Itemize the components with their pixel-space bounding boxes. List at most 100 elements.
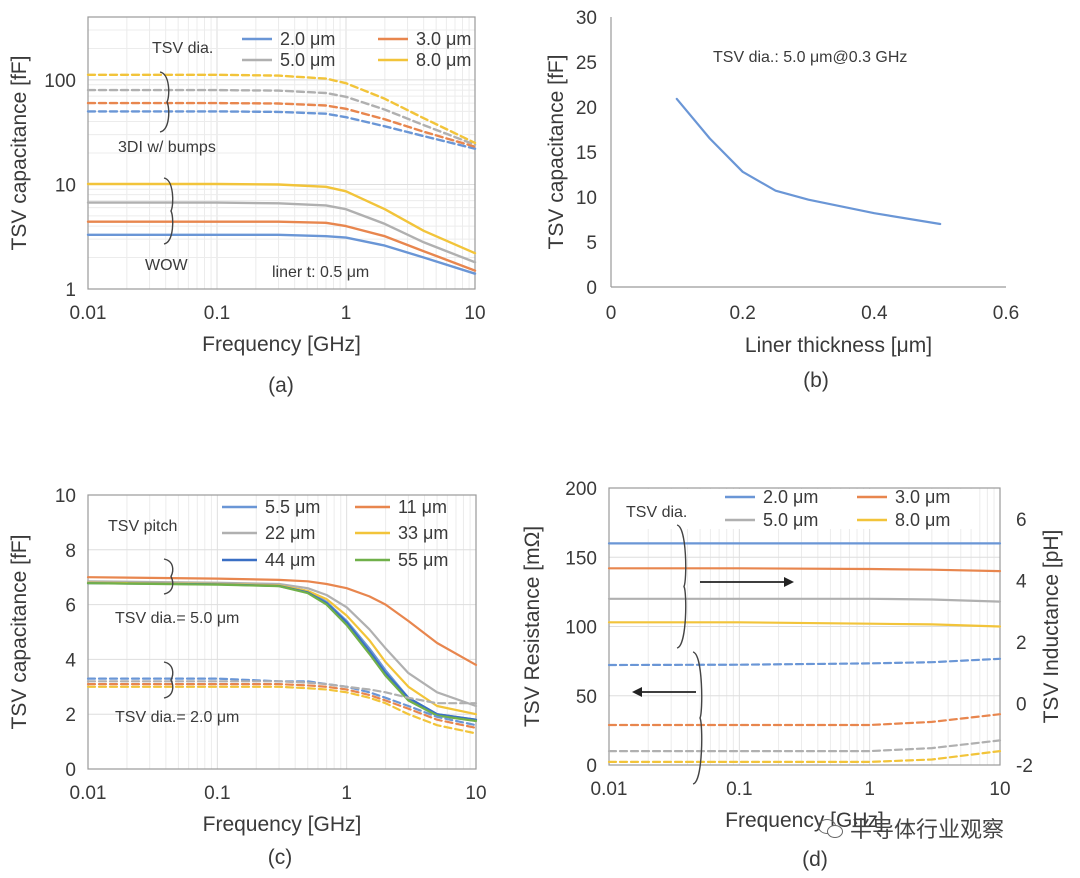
series-line-22-m-dia-2-0 [86,680,478,705]
series-line-22-m-dia-5-0 [86,580,478,708]
y-tick-label: 30 [576,8,597,29]
x-tick-label: 1 [341,303,352,324]
arrow-right-head [784,577,794,587]
x-tick-label: 10 [465,783,486,804]
annotation-bumps: 3DI w/ bumps [118,139,216,156]
y-axis-label: TSV capacitance [fF] [545,55,568,250]
y-tick-label: 0 [586,756,597,777]
x-tick-label: 1 [341,783,352,804]
legend-label: 2.0 μm [763,487,818,507]
watermark: 半导体行业观察 [818,812,1004,844]
y2-tick-label: 2 [1016,633,1027,654]
legend-label: 33 μm [398,523,448,543]
brace-wow [163,177,174,245]
series-line-tsv-dia-5-0-m [675,97,942,226]
series-line-11-m-dia-5-0 [86,576,478,667]
y-tick-label: 4 [65,650,76,671]
legend-label: 8.0 μm [895,510,950,530]
series-line-3-0-m-wow [86,220,477,272]
annotation-dia2: TSV dia.= 2.0 μm [115,709,239,726]
x-tick-label: 0.01 [591,779,628,800]
x-tick-label: 0.01 [70,783,107,804]
legend-label: 5.0 μm [763,510,818,530]
caption-a: (a) [268,374,294,397]
brace-dia5 [163,558,174,595]
y-tick-label: 0 [586,278,597,299]
legend-title: TSV pitch [108,518,177,535]
x-axis-label: Liner thickness [μm] [745,334,932,357]
series-line-3-0-m-3di-w-bumps [86,101,477,148]
x-tick-label: 0.2 [729,303,755,324]
y-tick-label: 200 [565,479,597,500]
x-tick-label: 0.1 [204,783,230,804]
series-line-55-m-dia-5-0 [86,582,478,723]
legend-label: 5.5 μm [265,497,320,517]
y-tick-label: 6 [65,596,76,617]
legend-label: 22 μm [265,523,315,543]
y-tick-label: 150 [565,548,597,569]
plot-frame [87,494,477,770]
y-tick-label: 100 [44,71,76,92]
y-tick-label: 5 [586,233,597,254]
legend-label: 3.0 μm [416,29,471,49]
brace-resistance [676,524,687,649]
legend-label: 11 μm [398,497,447,517]
series-line-5-0-m-3di-w-bumps [86,88,477,146]
x-tick-label: 0.1 [726,779,752,800]
chart-b: 0 0.2 0.4 0.6 0 5 10 15 20 25 30 Liner thickness [μ… [545,8,1019,392]
legend-label: 3.0 μm [895,487,950,507]
legend-label: 44 μm [265,550,315,570]
watermark-text: 半导体行业观察 [850,818,1005,843]
y-axis-label: TSV capacitance [fF] [8,56,31,251]
y-tick-label: 0 [65,760,76,781]
x-tick-label: 0.4 [861,303,888,324]
series-line-5-0-m-resistance [607,597,1002,603]
series-line-8-0-m-inductance [607,749,1002,764]
brace-bumps [159,71,170,133]
caption-c: (c) [268,846,293,869]
y-tick-label: 25 [576,53,597,74]
y-tick-label: 10 [576,188,597,209]
wechat-icon [818,817,844,839]
y-tick-label: 20 [576,98,597,119]
x-tick-label: 1 [864,779,875,800]
brace-inductance [692,651,703,785]
y-tick-label: 2 [65,705,76,726]
annotation-liner: liner t: 0.5 μm [272,264,369,281]
y-axis-label: TSV Resistance [mΩ] [521,526,544,727]
y-tick-label: 1 [65,280,76,301]
caption-b: (b) [803,369,829,392]
series-line-5-0-m-wow [86,201,477,264]
x-tick-label: 10 [464,303,485,324]
y2-tick-label: -2 [1016,756,1033,777]
caption-d: (d) [802,848,828,871]
annotation-dia5: TSV dia.= 5.0 μm [115,610,239,627]
y2-tick-label: 0 [1016,694,1027,715]
x-tick-label: 0.01 [70,303,107,324]
y2-tick-label: 6 [1016,510,1027,531]
x-tick-label: 0.6 [993,303,1019,324]
x-axis-label: Frequency [GHz] [203,813,362,836]
series-line-11-m-dia-2-0 [86,682,478,730]
legend-label: 55 μm [398,550,448,570]
legend-label: 5.0 μm [280,50,335,70]
series-line-2-0-m-3di-w-bumps [86,110,477,150]
y-axis-label: TSV capacitance [fF] [8,535,31,730]
y2-axis-label: TSV Inductance [pH] [1040,530,1063,724]
series-line-8-0-m-wow [86,182,477,255]
legend-box [617,489,972,529]
x-tick-label: 0.1 [204,303,230,324]
arrow-left-head [632,687,642,697]
series-line-3-0-m-resistance [607,567,1002,573]
chart-c: 0.01 0.1 1 10 0 2 4 6 8 10 Frequency [GHz] TSV capa… [8,486,487,869]
series-line-8-0-m-3di-w-bumps [86,73,477,145]
y-tick-label: 15 [576,143,597,164]
legend-label: 8.0 μm [416,50,471,70]
series-line-33-m-dia-5-0 [86,581,478,716]
legend-title: TSV dia. [152,40,213,57]
series-line-33-m-dia-2-0 [86,685,478,735]
brace-dia2 [163,661,174,699]
series-line-8-0-m-resistance [607,621,1002,628]
